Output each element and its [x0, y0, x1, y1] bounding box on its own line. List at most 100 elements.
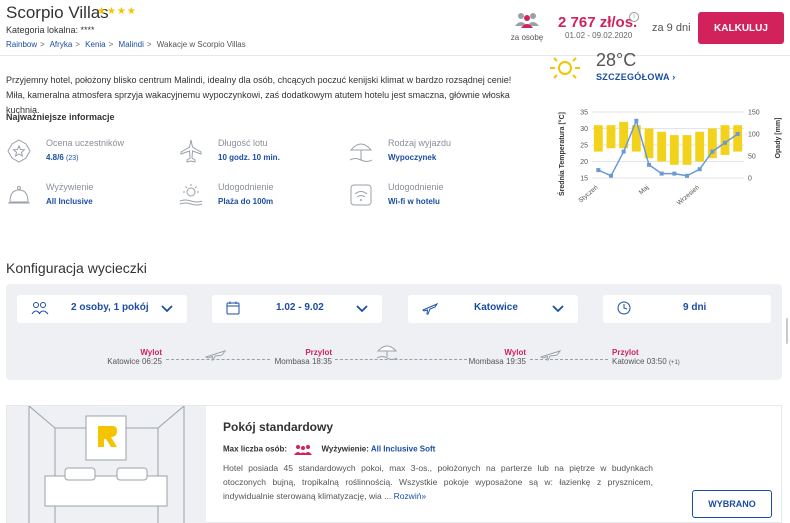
duration-select[interactable]: 9 dni	[603, 295, 771, 323]
leg-day-offset: (+1)	[668, 360, 680, 366]
per-person-label: za osobę	[510, 33, 544, 42]
chevron-down-icon	[161, 305, 173, 313]
badge-star-icon	[7, 139, 31, 163]
days-label: za 9 dni	[652, 22, 691, 34]
breadcrumb-separator: >	[146, 40, 152, 49]
leg-kind: Przylot	[305, 348, 332, 357]
leg-kind: Wylot	[140, 348, 162, 357]
dates-select[interactable]: 1.02 - 9.02	[212, 295, 382, 323]
calculate-button[interactable]: KALKULUJ	[698, 12, 784, 44]
y-tick-label: 15	[580, 176, 588, 183]
climate-chart: Średnia Temperatura [°C] Opady [mm] 35 30…	[557, 110, 782, 207]
room-description: Hotel posiada 45 standardowych pokoi, ma…	[223, 461, 653, 503]
leg-outbound-departure: Wylot Katowice 06:25	[90, 348, 162, 366]
x-tick-label: Styczeń	[577, 184, 600, 204]
temperature-bar	[657, 131, 667, 162]
max-persons-label: Max liczba osób:	[223, 444, 288, 454]
page-header: Scorpio Villas ★★★★ Kategoria lokalna: *…	[0, 0, 790, 56]
people-outline-icon	[31, 302, 49, 315]
breadcrumb-separator: >	[75, 40, 80, 49]
people-icon	[294, 445, 313, 455]
weather-temperature: 28°C	[596, 50, 637, 70]
info-value: Plaża do 100m	[218, 197, 274, 206]
weather-details-link[interactable]: SZCZEGÓŁOWA ›	[596, 72, 676, 82]
temperature-bar	[631, 125, 641, 152]
y-tick-label: 20	[580, 159, 588, 166]
breadcrumb-item[interactable]: Malindi	[118, 40, 144, 49]
y-right-tick-label: 50	[748, 154, 756, 161]
scrollbar-thumb[interactable]	[786, 318, 788, 344]
rating-count[interactable]: (23)	[66, 155, 79, 162]
precipitation-point	[685, 173, 689, 178]
precipitation-point	[596, 168, 601, 173]
board-label: Wyżywienie:	[321, 444, 369, 454]
expand-link[interactable]: Rozwiń»	[393, 491, 427, 501]
board-value: All Inclusive Soft	[370, 444, 436, 454]
key-info-title: Najważniejsze informacje	[6, 112, 115, 122]
temperature-bar	[733, 125, 743, 152]
room-card: Pokój standardowy Max liczba osób: Wyżyw…	[6, 405, 782, 523]
beach-umbrella-icon	[376, 345, 398, 360]
room-description-text: Hotel posiada 45 standardowych pokoi, ma…	[223, 463, 653, 501]
room-title: Pokój standardowy	[223, 420, 334, 434]
people-select[interactable]: 2 osoby, 1 pokój	[17, 295, 187, 323]
sun-sea-icon	[179, 184, 203, 206]
info-value: Wi-fi w hotelu	[388, 197, 440, 206]
info-label: Rodzaj wyjazdu	[388, 138, 452, 148]
precipitation-point	[634, 118, 639, 123]
temperature-bar	[593, 125, 603, 152]
price-dates: 01.02 - 09.02.2020	[565, 31, 633, 40]
breadcrumb-separator: >	[108, 40, 114, 49]
chevron-down-icon	[356, 305, 368, 313]
calendar-icon	[226, 301, 240, 315]
info-value: All Inclusive	[46, 197, 93, 206]
selected-button[interactable]: WYBRANO	[692, 490, 772, 518]
y-tick-label: 25	[580, 143, 588, 150]
breadcrumb-item[interactable]: Afryka	[49, 40, 73, 49]
breadcrumb-item[interactable]: Kenia	[85, 40, 106, 49]
rating-value: 4.8/6	[46, 153, 64, 162]
temperature-bar	[644, 128, 654, 159]
temperature-bar	[682, 135, 692, 165]
leg-kind: Wylot	[504, 348, 526, 357]
people-icon	[515, 13, 539, 28]
y-tick-label: 35	[580, 110, 588, 117]
precipitation-line	[598, 118, 739, 177]
hotel-description: Przyjemny hotel, położony blisko centrum…	[6, 75, 512, 115]
config-title: Konfiguracja wycieczki	[6, 260, 147, 276]
precipitation-point	[659, 171, 664, 176]
x-tick-label: Wrzesień	[676, 184, 701, 207]
wifi-icon	[350, 184, 372, 206]
info-label: Ocena uczestników	[46, 138, 125, 148]
leg-return-departure: Wylot Mombasa 19:35	[432, 348, 526, 366]
airplane-icon	[540, 350, 562, 361]
leg-return-arrival: Przylot Katowice 03:50 (+1)	[612, 348, 692, 366]
precipitation-point	[647, 162, 651, 167]
info-icon[interactable]: i	[629, 12, 639, 22]
hotel-name: Scorpio Villas	[6, 3, 109, 22]
precipitation-point	[672, 171, 677, 176]
leg-outbound-arrival: Przylot Mombasa 18:35	[258, 348, 332, 366]
sun-icon	[550, 57, 580, 79]
airplane-icon	[422, 303, 438, 315]
timeline-dotted-line	[166, 359, 270, 360]
temperature-bar	[619, 121, 629, 149]
beach-umbrella-icon	[349, 143, 373, 162]
info-value: Wypoczynek	[388, 153, 437, 162]
temperature-bar	[707, 128, 717, 159]
chevron-down-icon	[552, 305, 564, 313]
breadcrumb-separator: >	[40, 40, 45, 49]
room-meta: Max liczba osób: Wyżywienie: All Inclusi…	[223, 444, 435, 455]
info-label: Udogodnienie	[388, 182, 444, 192]
info-label: Udogodnienie	[218, 182, 274, 192]
temperature-bar	[695, 131, 705, 162]
timeline-dotted-line	[335, 359, 467, 360]
departure-select[interactable]: Katowice	[408, 295, 578, 323]
breadcrumb-current: Wakacje w Scorpio Villas	[156, 40, 246, 49]
breadcrumb-item[interactable]: Rainbow	[6, 40, 38, 49]
hotel-stars: ★★★★	[97, 6, 137, 17]
per-person-toggle[interactable]: za osobę	[505, 12, 549, 42]
y-right-tick-label: 0	[748, 176, 752, 183]
leg-place-time: Katowice 03:50	[612, 357, 667, 366]
y-axis-right-label: Opady [mm]	[775, 118, 782, 159]
